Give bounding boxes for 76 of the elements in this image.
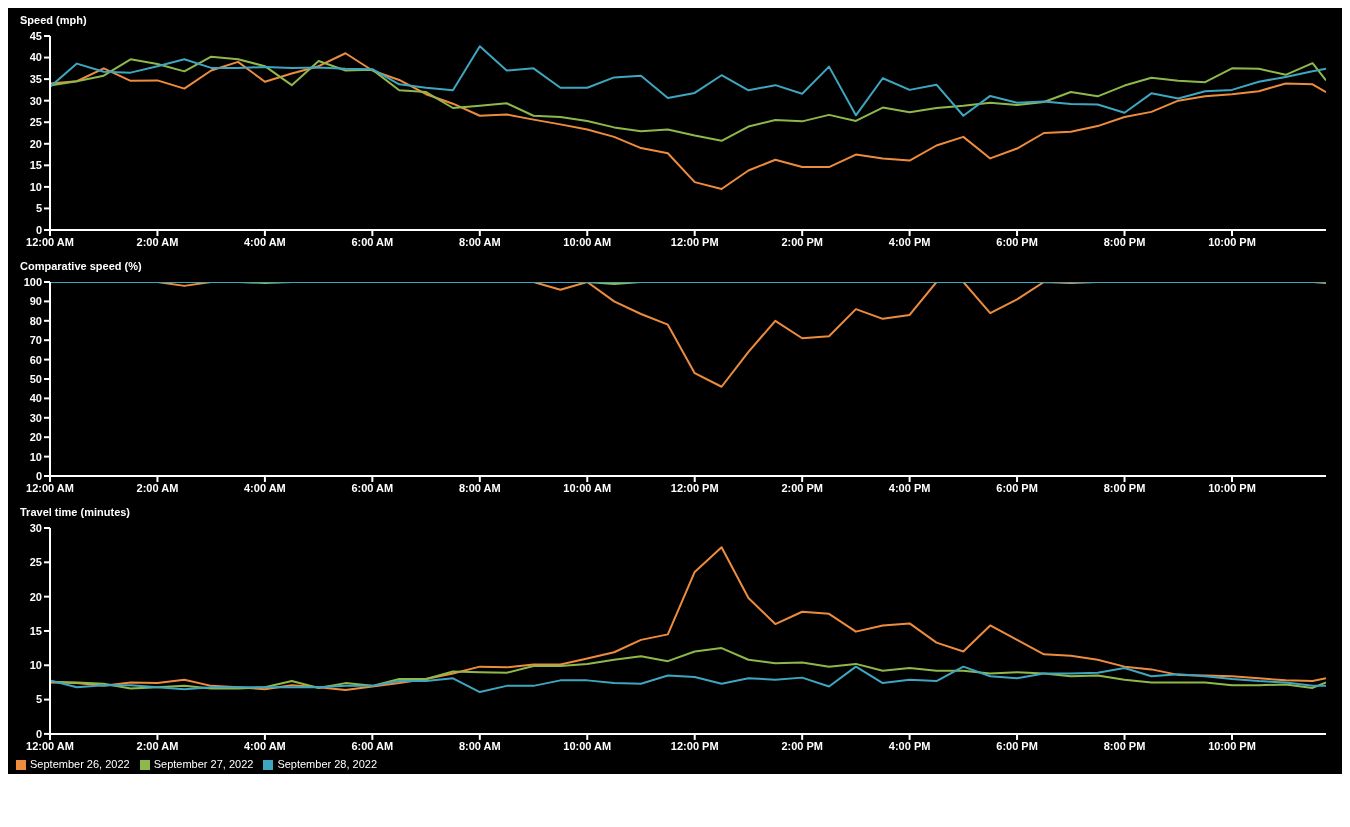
x-tick-label: 8:00 PM: [1103, 235, 1146, 248]
y-tick-label: 30: [29, 94, 42, 107]
y-tick-label: 90: [29, 295, 42, 308]
y-tick-label: 5: [35, 693, 42, 706]
y-tick-label: 5: [35, 202, 42, 215]
y-tick-label: 70: [29, 334, 42, 347]
y-tick-label: 30: [29, 521, 42, 534]
line-series: [50, 665, 1326, 694]
x-tick-label: 2:00 PM: [781, 481, 823, 494]
line-series: [50, 546, 1326, 691]
line-series: [50, 55, 1326, 142]
x-tick-label: 6:00 PM: [996, 739, 1038, 752]
x-tick-label: 4:00 PM: [888, 481, 931, 494]
x-tick-label: 10:00 PM: [1208, 481, 1256, 494]
x-tick-label: 12:00 AM: [26, 235, 74, 248]
y-tick-label: 25: [29, 556, 42, 569]
x-tick-label: 6:00 PM: [996, 481, 1038, 494]
y-tick-label: 25: [29, 116, 42, 129]
x-tick-label: 12:00 AM: [26, 481, 74, 494]
y-tick-label: 0: [35, 727, 42, 740]
x-tick-label: 2:00 PM: [781, 739, 823, 752]
legend-label: September 26, 2022: [30, 757, 130, 770]
x-tick-label: 12:00 PM: [670, 235, 719, 248]
x-tick-label: 4:00 AM: [244, 235, 286, 248]
line-series: [50, 647, 1326, 690]
x-tick-label: 8:00 AM: [458, 235, 501, 248]
y-axis-title: Speed (mph): [19, 13, 88, 28]
legend-label: September 27, 2022: [153, 757, 254, 770]
x-tick-label: 4:00 AM: [244, 481, 286, 494]
y-tick-label: 10: [29, 180, 42, 193]
y-tick-label: 100: [23, 275, 42, 288]
x-tick-label: 8:00 PM: [1103, 739, 1146, 752]
y-tick-label: 35: [29, 73, 42, 86]
y-tick-label: 15: [29, 159, 42, 172]
x-tick-label: 2:00 PM: [781, 235, 823, 248]
x-tick-label: 12:00 PM: [670, 481, 719, 494]
line-series: [50, 52, 1326, 191]
y-tick-label: 0: [35, 223, 42, 236]
x-tick-label: 6:00 AM: [351, 481, 394, 494]
line-series: [50, 45, 1326, 117]
y-tick-label: 80: [29, 314, 42, 327]
y-tick-label: 60: [29, 353, 42, 366]
x-tick-label: 6:00 AM: [351, 739, 394, 752]
y-tick-label: 10: [29, 659, 42, 672]
x-tick-label: 10:00 AM: [563, 739, 612, 752]
x-tick-label: 10:00 AM: [563, 481, 612, 494]
x-tick-label: 2:00 AM: [136, 481, 179, 494]
y-tick-label: 30: [29, 411, 42, 424]
x-tick-label: 10:00 PM: [1208, 235, 1256, 248]
y-tick-label: 50: [29, 372, 42, 385]
x-tick-label: 2:00 AM: [136, 739, 179, 752]
y-tick-label: 40: [29, 392, 42, 405]
x-tick-label: 8:00 PM: [1103, 481, 1146, 494]
x-tick-label: 2:00 AM: [136, 235, 179, 248]
x-tick-label: 4:00 PM: [888, 739, 931, 752]
x-tick-label: 4:00 PM: [888, 235, 931, 248]
x-tick-label: 12:00 AM: [26, 739, 74, 752]
y-tick-label: 15: [29, 624, 42, 637]
x-tick-label: 6:00 AM: [351, 235, 394, 248]
x-tick-label: 10:00 AM: [563, 235, 612, 248]
y-tick-label: 20: [29, 431, 42, 444]
x-tick-label: 4:00 AM: [244, 739, 286, 752]
legend-label: September 28, 2022: [277, 757, 378, 770]
y-tick-label: 20: [29, 590, 42, 603]
y-tick-label: 20: [29, 137, 42, 150]
y-tick-label: 10: [29, 450, 42, 463]
y-axis-title: Travel time (minutes): [19, 505, 132, 520]
x-tick-label: 10:00 PM: [1208, 739, 1256, 752]
x-tick-label: 6:00 PM: [996, 235, 1038, 248]
y-axis-title: Comparative speed (%): [19, 259, 143, 274]
y-tick-label: 45: [29, 29, 42, 42]
x-tick-label: 8:00 AM: [458, 739, 501, 752]
x-tick-label: 12:00 PM: [670, 739, 719, 752]
y-tick-label: 0: [35, 469, 42, 482]
x-tick-label: 8:00 AM: [458, 481, 501, 494]
y-tick-label: 40: [29, 51, 42, 64]
